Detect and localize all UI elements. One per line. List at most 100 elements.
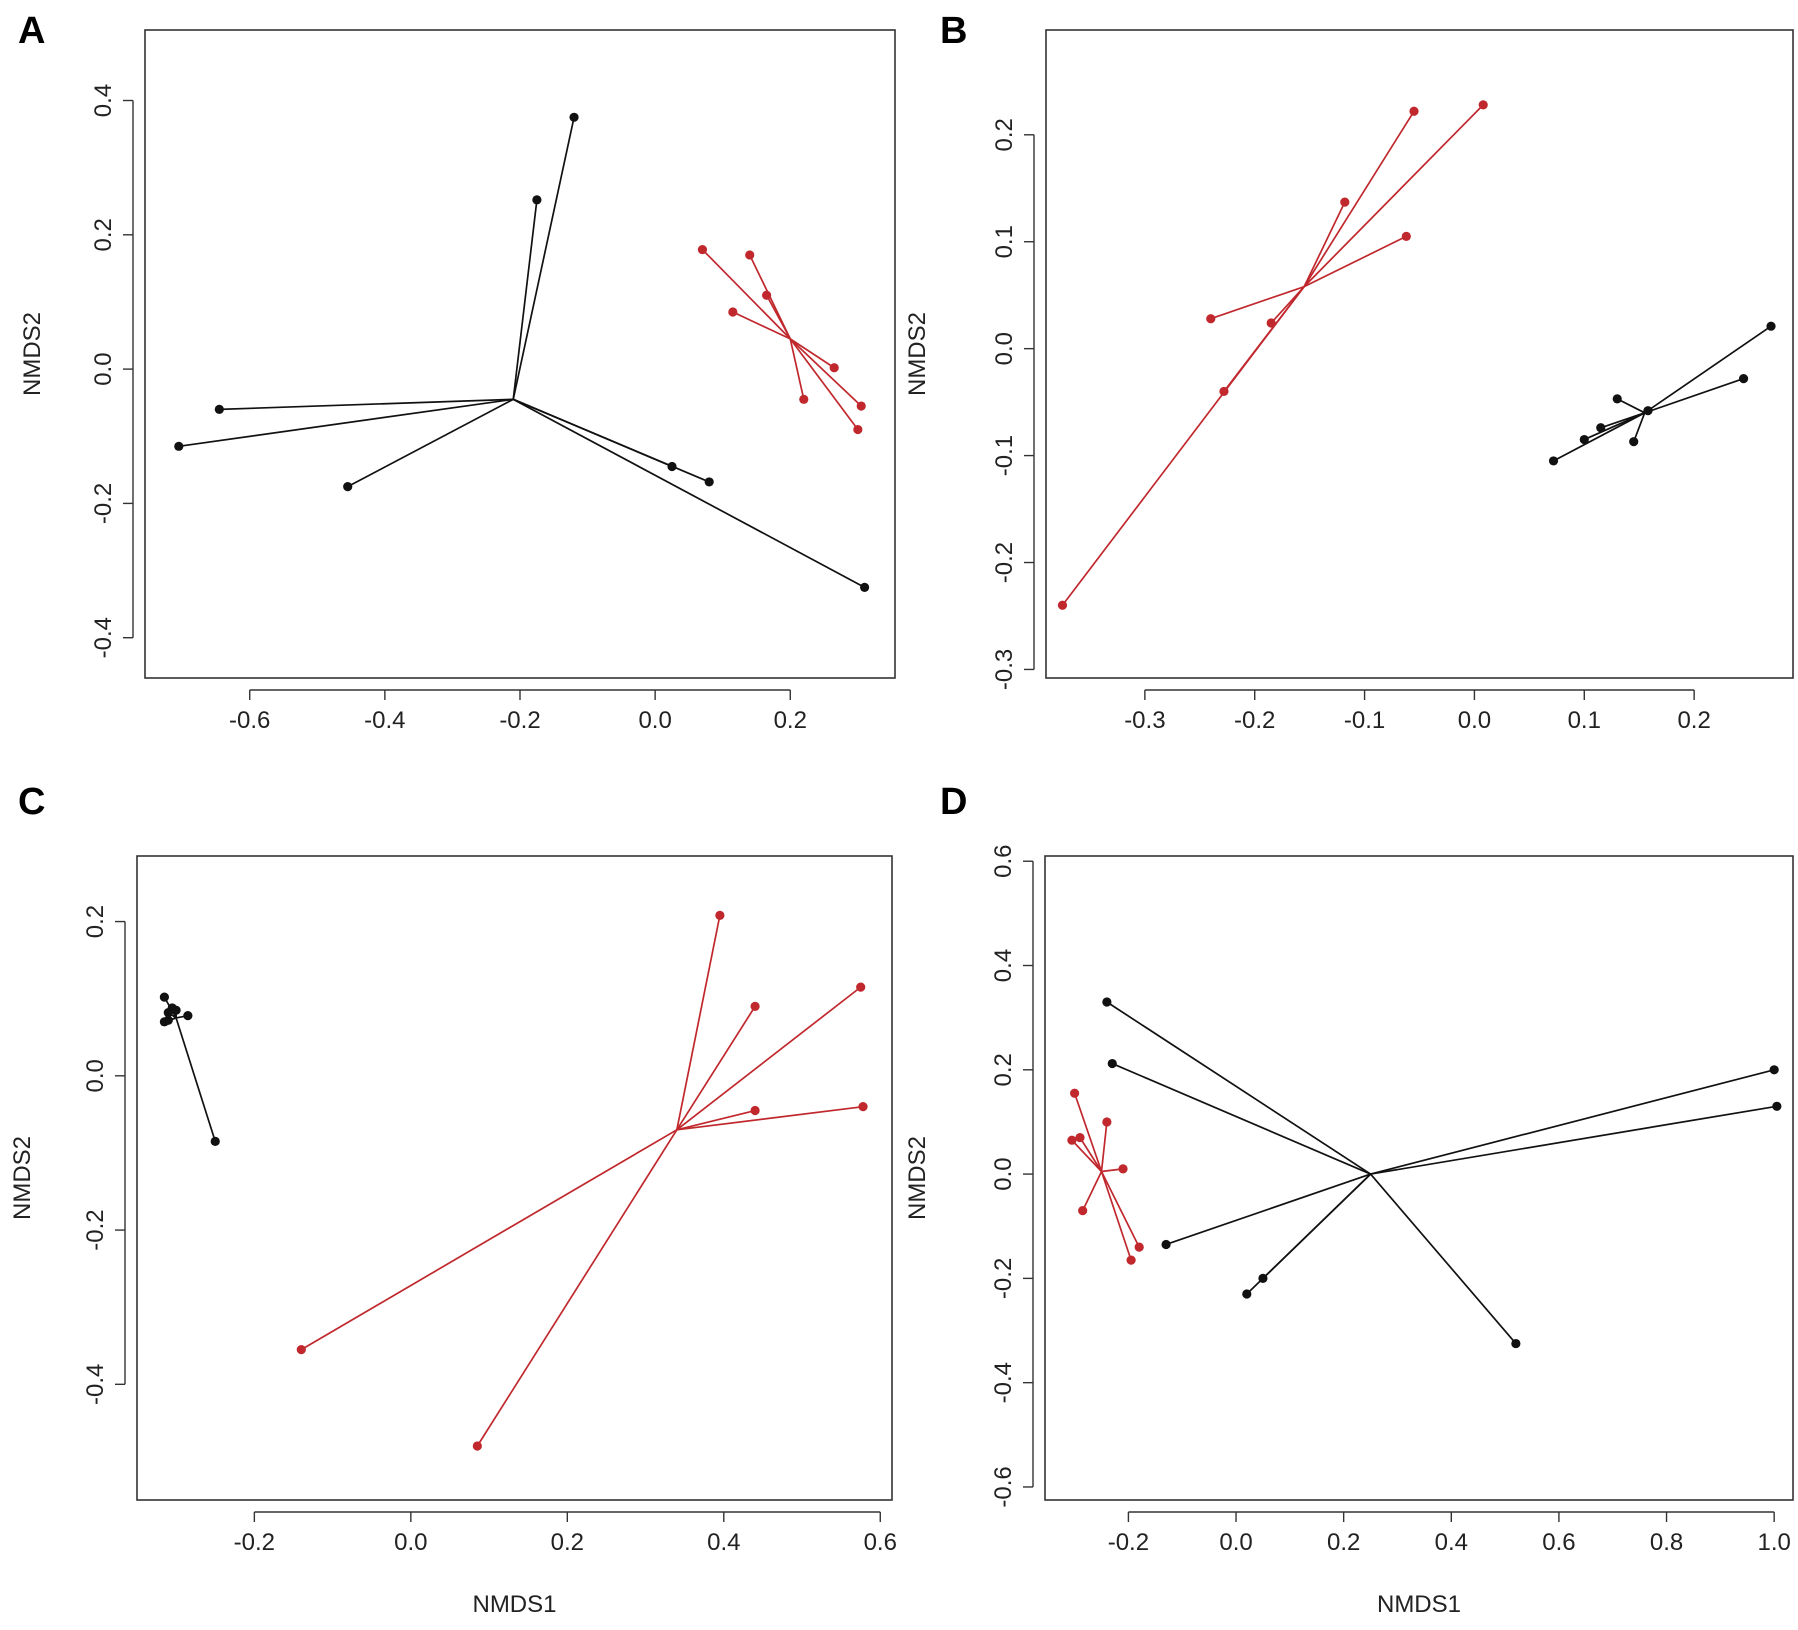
- series-red: [1067, 1088, 1144, 1265]
- point-red: [799, 394, 809, 404]
- spider-line-red: [1073, 1092, 1103, 1172]
- y-tick-label: -0.4: [90, 617, 117, 658]
- spider-line-red: [1100, 1171, 1140, 1248]
- point-black: [171, 1005, 181, 1015]
- point-black: [343, 482, 353, 492]
- spider-line-black: [1106, 1001, 1372, 1175]
- x-tick-label: 0.6: [1542, 1529, 1575, 1556]
- point-red: [1067, 1135, 1077, 1145]
- spider-line-red: [1210, 285, 1305, 320]
- spider-line-black: [1370, 1105, 1777, 1175]
- spider-line-black: [1246, 1173, 1372, 1295]
- point-black: [174, 441, 184, 451]
- x-tick-label: -0.2: [234, 1529, 275, 1556]
- series-black: [1102, 997, 1782, 1349]
- spider-line-red: [300, 1129, 678, 1351]
- point-red: [1075, 1132, 1085, 1143]
- x-tick-label: -0.1: [1344, 707, 1385, 734]
- point-red: [1478, 100, 1488, 110]
- spider-line-black: [1553, 412, 1646, 462]
- point-red: [1102, 1117, 1112, 1127]
- point-red: [1266, 318, 1276, 328]
- x-tick-label: -0.2: [499, 707, 540, 734]
- x-tick-label: 0.2: [551, 1529, 584, 1556]
- y-tick-label: -0.2: [991, 542, 1018, 583]
- panel-B: B -0.3 -0.2 -0.1 0.0 0.1 0.2 -0.3 -0.2 -0.1 0.0 0.1…: [904, 10, 1794, 734]
- x-tick-label: -0.3: [1124, 707, 1165, 734]
- y-tick-label: -0.4: [82, 1364, 109, 1405]
- point-red: [1206, 314, 1216, 324]
- spider-line-black: [1632, 412, 1646, 442]
- point-red: [1340, 197, 1350, 207]
- point-black: [1772, 1101, 1782, 1111]
- y-tick-label: 0.0: [990, 1157, 1017, 1190]
- point-black: [1548, 456, 1559, 466]
- point-red: [715, 910, 725, 920]
- point-black: [1643, 406, 1653, 416]
- plot-frame: [1044, 855, 1794, 1501]
- point-black: [859, 582, 870, 592]
- spider-line-black: [1111, 1062, 1371, 1175]
- panels-group: A -0.6 -0.4 -0.2 0.0 0.2 -0.4 -0.2 0.0 0.2 0.4 NMDS…: [9, 10, 1794, 1618]
- point-black: [1612, 394, 1622, 404]
- point-black: [1769, 1065, 1779, 1075]
- spider-line-red: [789, 338, 859, 431]
- x-tick-label: -0.2: [1108, 1529, 1149, 1556]
- x-tick-label: 0.2: [1677, 707, 1710, 734]
- y-tick-label: -0.2: [82, 1209, 109, 1250]
- point-black: [667, 461, 677, 472]
- y-tick-label: -0.4: [990, 1362, 1017, 1403]
- y-tick-label: 0.2: [82, 905, 109, 938]
- spider-line-red: [789, 338, 805, 400]
- x-tick-label: 0.8: [1650, 1529, 1683, 1556]
- spider-line-red: [676, 986, 862, 1131]
- panel-letter: C: [18, 781, 45, 823]
- point-black: [214, 404, 224, 414]
- spider-line-red: [789, 338, 862, 407]
- plot-frame: [136, 855, 893, 1501]
- x-tick-label: 0.0: [1219, 1529, 1252, 1556]
- point-black: [159, 1017, 169, 1027]
- spider-line-red: [1303, 201, 1346, 288]
- x-tick-label: 0.6: [864, 1529, 897, 1556]
- y-tick-label: -0.3: [991, 649, 1018, 690]
- point-red: [856, 982, 866, 992]
- point-black: [1242, 1289, 1252, 1299]
- point-red: [697, 244, 708, 255]
- series-black: [159, 992, 220, 1146]
- point-black: [1258, 1273, 1268, 1283]
- point-black: [1596, 423, 1606, 433]
- spider-line-black: [1369, 1173, 1517, 1345]
- y-tick-label: 0.4: [990, 949, 1017, 982]
- point-red: [762, 290, 772, 300]
- spider-line-black: [1165, 1173, 1371, 1246]
- x-tick-label: 0.2: [1327, 1529, 1360, 1556]
- point-red: [1401, 231, 1411, 241]
- spider-line-red: [1303, 104, 1484, 288]
- point-red: [1126, 1255, 1136, 1265]
- spider-line-red: [1303, 235, 1407, 288]
- y-tick-label: -0.6: [990, 1466, 1017, 1507]
- point-red: [1118, 1164, 1128, 1174]
- y-axis-title: NMDS2: [9, 1136, 36, 1220]
- spider-line-black: [512, 199, 538, 400]
- y-tick-label: 0.6: [990, 845, 1017, 878]
- point-red: [858, 1102, 868, 1112]
- point-red: [1409, 106, 1419, 116]
- spider-line-black: [1644, 325, 1772, 414]
- x-tick-label: 0.0: [394, 1529, 427, 1556]
- spider-line-red: [1079, 1137, 1103, 1172]
- spider-line-red: [676, 1109, 756, 1131]
- point-black: [1107, 1058, 1117, 1069]
- y-axis-title: NMDS2: [904, 1136, 931, 1220]
- spider-line-black: [178, 398, 514, 448]
- spider-line-black: [347, 398, 514, 488]
- point-red: [1134, 1242, 1144, 1252]
- point-black: [1511, 1338, 1521, 1349]
- point-red: [750, 1001, 760, 1011]
- point-red: [829, 363, 839, 373]
- x-axis-title: NMDS1: [472, 1591, 556, 1618]
- spider-line-red: [1071, 1139, 1103, 1173]
